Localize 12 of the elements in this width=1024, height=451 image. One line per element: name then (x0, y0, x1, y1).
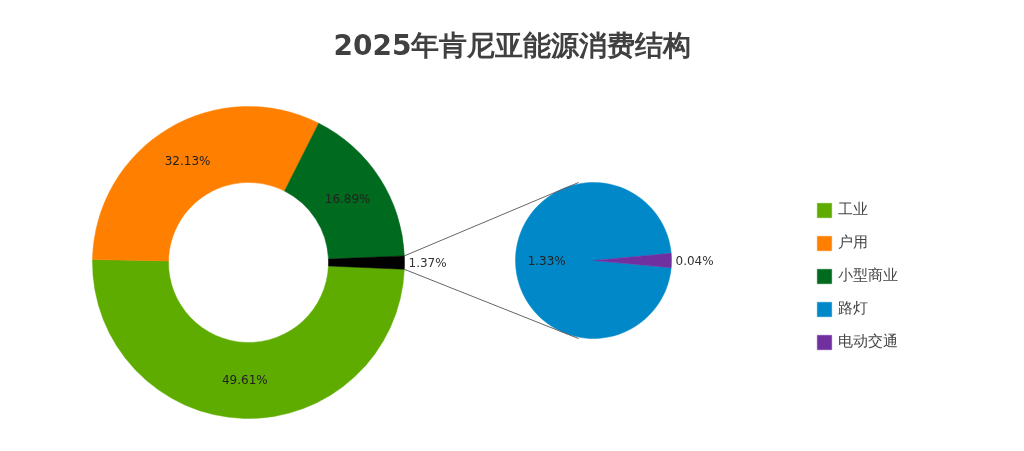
data-label: 16.89% (324, 191, 371, 206)
legend-label: 工业 (838, 200, 868, 219)
legend-label: 小型商业 (838, 266, 898, 285)
legend-label: 户用 (838, 233, 868, 252)
data-label: 32.13% (164, 154, 211, 169)
legend-label: 路灯 (838, 299, 868, 318)
data-label: 1.37% (408, 255, 447, 270)
legend-label: 电动交通 (838, 332, 898, 351)
data-label: 49.61% (221, 373, 268, 388)
chart-title: 2025年肯尼亚能源消费结构 (333, 29, 692, 62)
data-label: 1.33% (527, 253, 566, 268)
data-label: 0.04% (675, 253, 714, 268)
